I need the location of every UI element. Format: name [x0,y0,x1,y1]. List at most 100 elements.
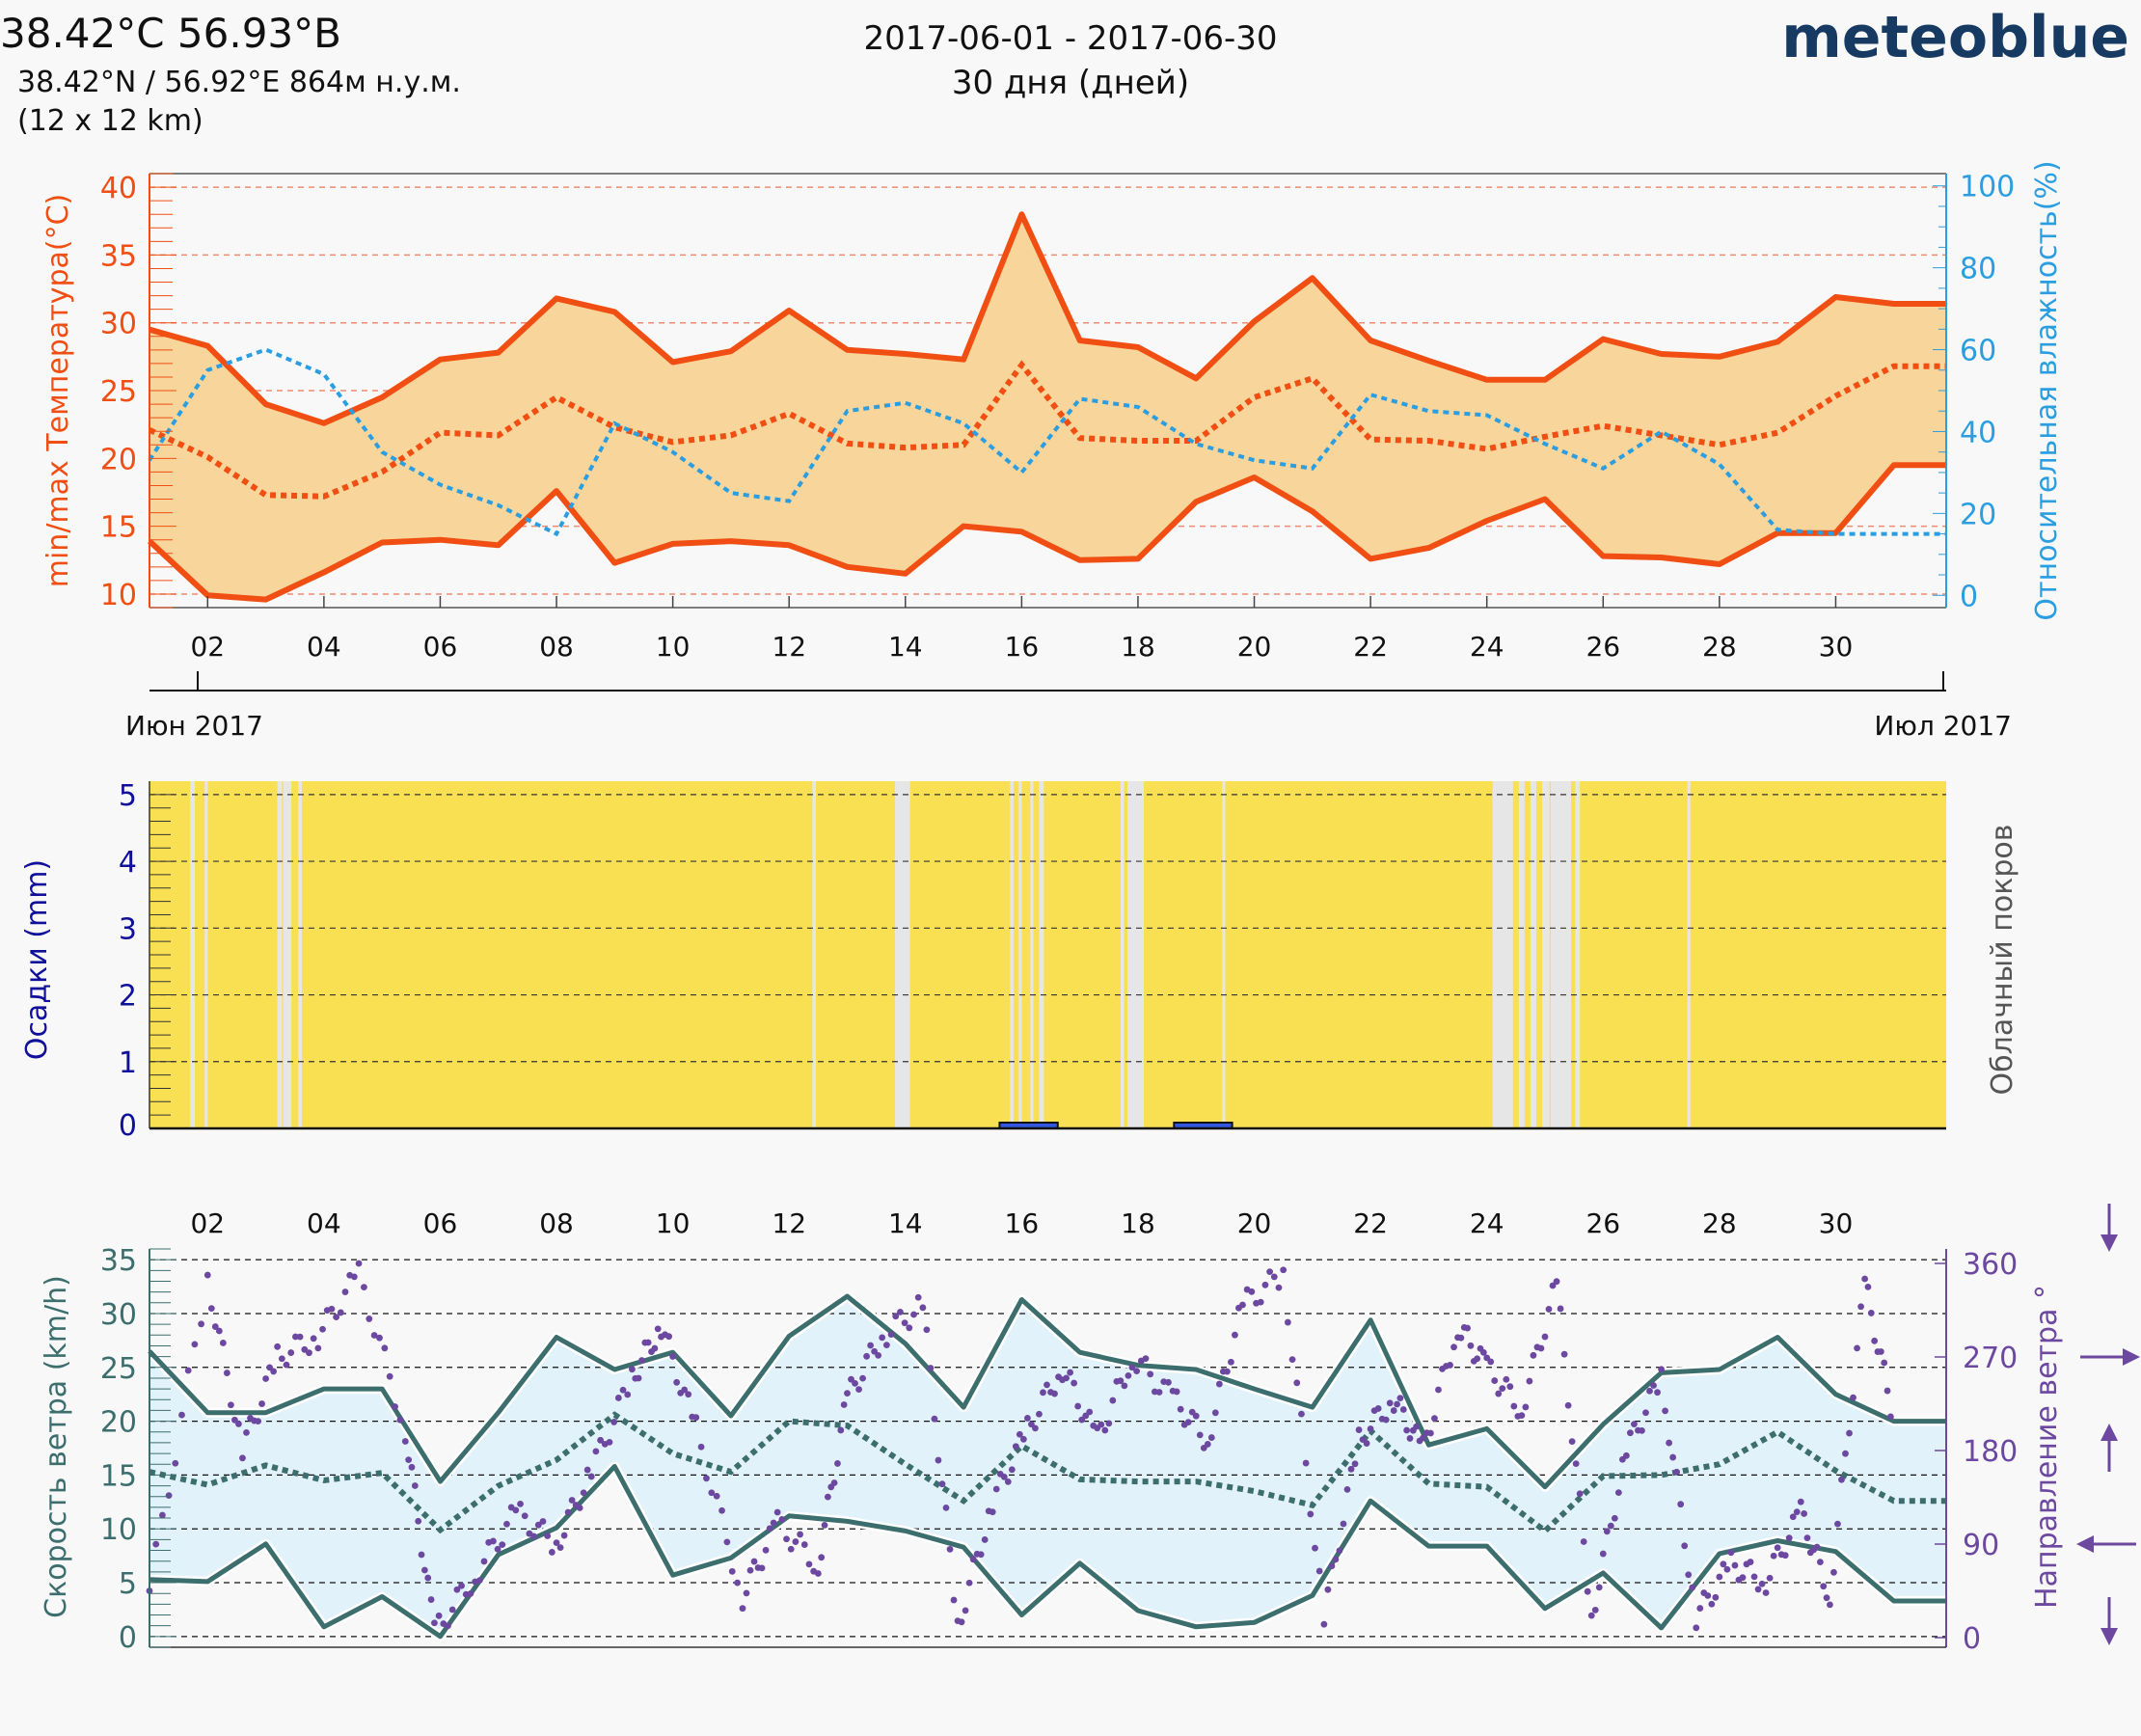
wind-direction-point [762,1546,770,1554]
date-range: 2017-06-01 - 2017-06-30 [863,19,1278,58]
wind-direction-point [480,1558,488,1565]
wind-direction-point [1842,1450,1849,1457]
date-tick-label: 18 [1121,631,1155,663]
wind-direction-point [1708,1600,1716,1608]
wind-direction-point [521,1512,528,1520]
wind-direction-point [1857,1303,1864,1311]
wind-direction-point [1447,1362,1453,1369]
wind-tick-label: 30 [100,1298,137,1332]
wind-direction-point [228,1401,234,1409]
wind-direction-point [1789,1513,1797,1521]
wind-direction-point [1211,1409,1219,1417]
wind-direction-point [568,1497,576,1504]
wind-direction-point [1431,1415,1438,1423]
wind-direction-point [544,1533,552,1539]
wind-direction-point [867,1342,875,1349]
wind-direction-point [1801,1510,1808,1517]
wind-direction-point [1576,1490,1584,1498]
grid-resolution: (12 x 12 km) [17,104,203,138]
wind-direction-point [587,1473,595,1480]
wind-direction-point [178,1411,185,1419]
wind-direction-point [624,1391,632,1398]
wind-direction-point [901,1319,908,1327]
wind-date-tick-label: 08 [539,1207,574,1239]
cloud-band [1518,781,1525,1128]
wind-direction-point [1177,1405,1184,1413]
humidity-tick-label: 100 [1960,171,2015,204]
wind-direction-point [152,1540,160,1548]
wind-direction-point [906,1324,913,1332]
cloud-band [1551,781,1572,1128]
wind-direction-point [1762,1589,1770,1596]
date-tick-label: 20 [1237,631,1272,663]
wind-direction-point [969,1556,977,1563]
wind-direction-point [1390,1407,1397,1414]
wind-direction-point [489,1537,497,1545]
wind-direction-point [910,1311,917,1318]
wind-direction-point [539,1518,547,1525]
date-tick-label: 12 [772,631,806,663]
wind-direction-point [553,1539,560,1547]
wind-direction-point [1004,1478,1012,1485]
wind-direction-point [1040,1389,1046,1397]
wind-direction-point [203,1271,211,1279]
wind-direction-point [1275,1284,1283,1291]
wind-direction-point [887,1331,895,1339]
days-count: 30 дня (дней) [951,64,1190,102]
wind-direction-point [1343,1485,1351,1493]
wind-direction-point [207,1305,215,1313]
wind-direction-point [665,1333,673,1341]
wind-direction-point [1823,1594,1830,1602]
wind-direction-point [1302,1459,1310,1467]
wind-direction-point [1128,1364,1136,1371]
wind-arrow-s-icon [2100,1424,2118,1441]
wind-direction-point [1622,1451,1630,1459]
wind-direction-point [1196,1431,1204,1439]
wind-direction-point [341,1288,349,1295]
wind-direction-point [1774,1544,1781,1552]
temp-tick-label: 30 [100,308,137,341]
wind-direction-point [1503,1375,1510,1383]
wind-direction-point [950,1596,958,1604]
wind-direction-point [564,1508,572,1516]
wind-direction-point [386,1372,393,1380]
wind-direction-point [1232,1331,1238,1339]
wind-direction-point [805,1560,813,1568]
wind-direction-point [614,1395,622,1401]
wind-direction-point [1758,1580,1766,1587]
cloud-band [190,781,196,1128]
wind-direction-point [644,1339,652,1346]
wind-direction-point [255,1418,261,1425]
wind-direction-point [453,1586,461,1593]
wind-direction-point [370,1332,378,1339]
wind-direction-point [1000,1474,1008,1480]
cloud-band [1010,781,1014,1128]
wind-tick-label: 20 [100,1406,137,1440]
wind-direction-point [1270,1273,1278,1281]
wind-direction-point [1530,1351,1537,1359]
wind-direction-point [597,1436,604,1444]
wind-direction-point [852,1379,858,1387]
wind-direction-point [1192,1412,1200,1420]
wind-direction-point [1564,1401,1572,1409]
wind-direction-point [1549,1282,1557,1289]
wind-direction-point [283,1361,290,1369]
wind-direction-point [1036,1410,1043,1418]
wind-direction-point [1491,1377,1499,1384]
wind-direction-point [792,1538,799,1545]
humidity-tick-label: 20 [1960,498,1996,531]
wind-direction-point [1871,1337,1879,1344]
wind-direction-point [576,1505,583,1511]
location-title: 38.42°C 56.93°В [0,10,341,57]
wind-direction-point [1704,1592,1712,1599]
wind-direction-point [328,1305,336,1313]
wind-date-tick-label: 26 [1585,1207,1620,1239]
wind-direction-point [1526,1377,1533,1385]
wind-direction-point [1133,1368,1141,1375]
wind-direction-point [306,1349,312,1357]
wind-direction-point [1881,1359,1888,1367]
wind-direction-point [897,1308,904,1316]
wind-direction-point [840,1401,848,1408]
wind-direction-point [1266,1268,1274,1276]
wind-direction-point [1584,1587,1591,1595]
